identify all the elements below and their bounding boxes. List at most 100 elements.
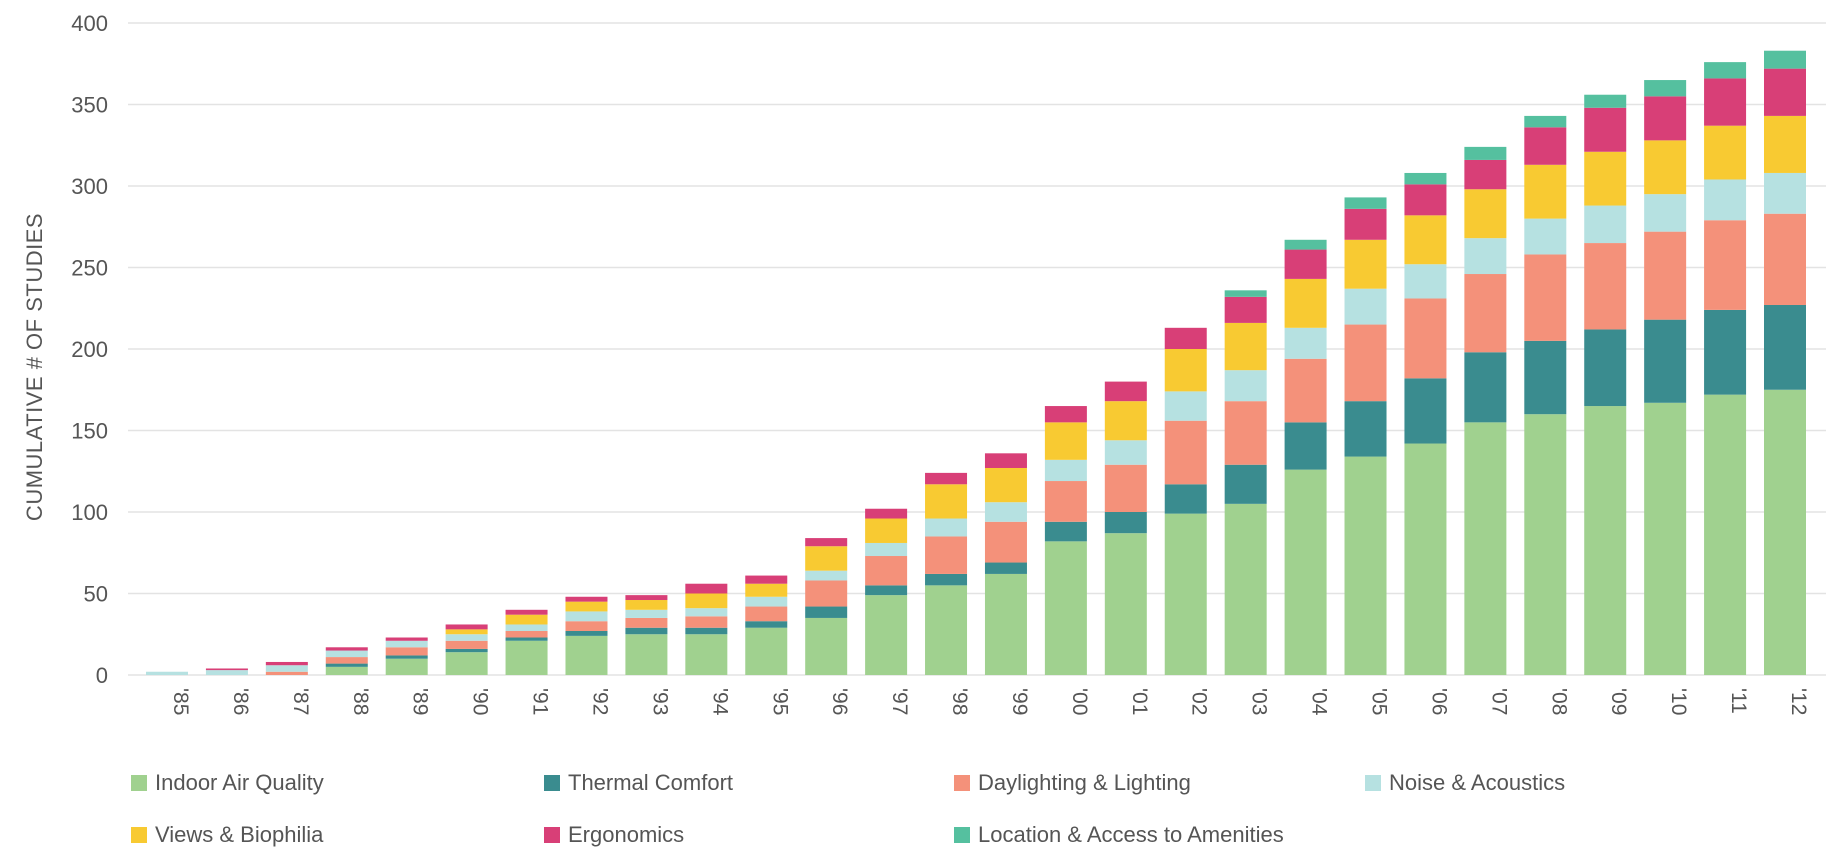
bar-segment-location-access-to-amenities (1704, 62, 1747, 79)
x-tick-label: '88 (349, 688, 372, 715)
bar-segment-views-biophilia (625, 600, 668, 610)
bar-segment-location-access-to-amenities (1344, 197, 1387, 209)
x-tick-label: '11 (1727, 688, 1750, 714)
bar-segment-noise-acoustics (865, 542, 908, 557)
bar-segment-daylighting-lighting (625, 617, 668, 628)
y-tick-label: 150 (71, 419, 108, 444)
bar-segment-views-biophilia (565, 601, 608, 612)
bar-segment-noise-acoustics (984, 502, 1027, 522)
bar-segment-noise-acoustics (1524, 218, 1567, 255)
bar-segment-daylighting-lighting (1704, 220, 1747, 310)
bar-segment-noise-acoustics (1044, 459, 1087, 482)
gridlines (128, 22, 1826, 676)
bar-segment-indoor-air-quality (805, 617, 848, 675)
x-tick-label: '92 (588, 688, 611, 715)
bar-segment-noise-acoustics (1164, 391, 1207, 421)
bar-segment-thermal-comfort (1344, 401, 1387, 457)
bar-segment-noise-acoustics (445, 634, 488, 641)
bar-segment-noise-acoustics (805, 570, 848, 581)
bar-segment-views-biophilia (505, 614, 548, 625)
bar-segment-location-access-to-amenities (1284, 239, 1327, 250)
bar-segment-views-biophilia (865, 518, 908, 543)
bar-segment-location-access-to-amenities (1584, 94, 1627, 108)
bar-segment-thermal-comfort (805, 606, 848, 618)
bar-segment-thermal-comfort (565, 630, 608, 636)
y-tick-label: 400 (71, 11, 108, 36)
bar-segment-views-biophilia (1584, 151, 1627, 206)
bar-segment-ergonomics (1704, 78, 1747, 126)
bar-segment-ergonomics (265, 661, 308, 666)
x-tick-label: '87 (289, 688, 312, 715)
bar-segment-thermal-comfort (1104, 512, 1147, 534)
x-tick-label: '12 (1787, 688, 1810, 715)
bar-segment-indoor-air-quality (984, 573, 1027, 675)
bar-segment-indoor-air-quality (925, 585, 968, 675)
bar-segment-daylighting-lighting (1644, 231, 1687, 320)
bar-segment-ergonomics (1344, 208, 1387, 240)
bar-segment-indoor-air-quality (445, 652, 488, 675)
bar-segment-location-access-to-amenities (1464, 146, 1507, 160)
bar-segment-location-access-to-amenities (1764, 50, 1806, 69)
bar-segment-ergonomics (205, 668, 248, 671)
bar-segment-noise-acoustics (505, 624, 548, 631)
bar-segment-views-biophilia (925, 484, 968, 519)
bar-segment-ergonomics (925, 472, 968, 485)
bar-segment-views-biophilia (1344, 239, 1387, 289)
y-tick-label: 100 (71, 500, 108, 525)
x-tick-label: '97 (888, 688, 911, 715)
bar-segment-daylighting-lighting (1224, 401, 1267, 465)
bar-segment-noise-acoustics (1104, 440, 1147, 465)
bar-segment-noise-acoustics (745, 596, 788, 607)
y-axis-label: CUMULATIVE # OF STUDIES (22, 213, 47, 521)
bar-segment-ergonomics (805, 538, 848, 547)
x-tick-label: '95 (768, 688, 791, 715)
bar-segment-indoor-air-quality (1404, 443, 1447, 675)
bar-segment-views-biophilia (984, 467, 1027, 503)
bar-segment-thermal-comfort (1464, 352, 1507, 423)
bar-segment-ergonomics (1104, 381, 1147, 402)
bar-segment-thermal-comfort (1404, 378, 1447, 444)
x-tick-label: '05 (1368, 688, 1391, 715)
x-tick-label: '03 (1248, 688, 1271, 715)
bar-segment-ergonomics (1224, 296, 1267, 323)
bar-segment-ergonomics (865, 508, 908, 519)
bar-segment-ergonomics (565, 596, 608, 602)
bar-segment-views-biophilia (445, 629, 488, 635)
bar-segment-daylighting-lighting (1104, 464, 1147, 512)
bar-segment-thermal-comfort (1224, 464, 1267, 504)
bar-segment-noise-acoustics (1644, 194, 1687, 232)
y-tick-label: 0 (96, 663, 108, 688)
bar-segment-thermal-comfort (385, 655, 428, 659)
bar-segment-views-biophilia (1224, 322, 1267, 371)
bar-segment-indoor-air-quality (565, 635, 608, 675)
bar-segment-indoor-air-quality (1164, 513, 1207, 675)
bar-segment-thermal-comfort (1524, 340, 1567, 415)
bar-segment-ergonomics (1044, 406, 1087, 423)
x-tick-label: '10 (1667, 688, 1690, 715)
bar-segment-ergonomics (1404, 184, 1447, 216)
bar-segment-views-biophilia (1764, 115, 1806, 173)
y-tick-label: 300 (71, 174, 108, 199)
bar-segment-ergonomics (984, 453, 1027, 468)
x-axis-ticks: '85 '86 '87 '88 '89 '90 '91 '92 '93 '94 '95 '96 '97 '… (169, 688, 1810, 716)
bar-segment-thermal-comfort (1584, 329, 1627, 407)
bar-segment-indoor-air-quality (1584, 406, 1627, 675)
x-tick-label: '99 (1008, 688, 1031, 715)
bar-segment-noise-acoustics (685, 608, 728, 617)
bar-segment-thermal-comfort (925, 573, 968, 586)
bar-segment-daylighting-lighting (1524, 254, 1567, 341)
bar-segment-daylighting-lighting (805, 580, 848, 607)
x-tick-label: '85 (169, 688, 192, 715)
bar-segment-daylighting-lighting (1344, 324, 1387, 402)
bar-segment-indoor-air-quality (1344, 456, 1387, 675)
bar-segment-views-biophilia (1464, 189, 1507, 239)
bar-segment-noise-acoustics (925, 518, 968, 537)
bar-segment-ergonomics (1644, 96, 1687, 141)
bar-segment-noise-acoustics (1404, 264, 1447, 299)
bar-segment-indoor-air-quality (865, 595, 908, 675)
bar-segment-daylighting-lighting (325, 657, 368, 664)
bar-segment-ergonomics (505, 609, 548, 615)
bar-segment-views-biophilia (1044, 422, 1087, 460)
bar-segment-ergonomics (625, 595, 668, 601)
x-tick-label: '89 (409, 688, 432, 715)
